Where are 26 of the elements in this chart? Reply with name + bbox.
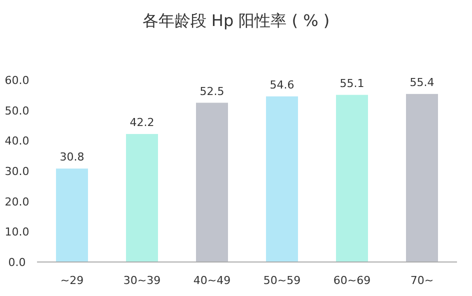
x-tick-label: 60~69 bbox=[333, 274, 371, 287]
chart-title: 各年龄段 Hp 阳性率 ( % ) bbox=[142, 11, 330, 30]
y-tick-label: 40.0 bbox=[4, 134, 30, 148]
x-tick-label: 30~39 bbox=[123, 274, 161, 287]
y-tick-label: 50.0 bbox=[4, 104, 30, 118]
bar bbox=[126, 134, 158, 262]
x-tick-label: 40~49 bbox=[193, 274, 231, 287]
data-label: 55.4 bbox=[410, 76, 434, 89]
x-tick-label: 50~59 bbox=[263, 274, 301, 287]
bar bbox=[56, 168, 88, 262]
y-tick-label: 30.0 bbox=[4, 165, 30, 178]
bar bbox=[266, 96, 298, 262]
x-tick-label: 70~ bbox=[410, 274, 434, 287]
data-label: 55.1 bbox=[340, 76, 364, 90]
bar bbox=[406, 94, 438, 262]
data-label: 54.6 bbox=[270, 78, 294, 92]
y-tick-label: 20.0 bbox=[4, 195, 30, 208]
data-label: 30.8 bbox=[60, 150, 84, 164]
y-tick-label: 60.0 bbox=[4, 74, 30, 87]
y-tick-label: 10.0 bbox=[4, 226, 30, 239]
x-tick-label: ~29 bbox=[60, 274, 84, 287]
bar bbox=[196, 102, 228, 262]
y-tick-label: 0.0 bbox=[8, 256, 26, 269]
bar bbox=[336, 94, 368, 262]
data-label: 52.5 bbox=[200, 84, 224, 98]
data-label: 42.2 bbox=[130, 116, 154, 129]
